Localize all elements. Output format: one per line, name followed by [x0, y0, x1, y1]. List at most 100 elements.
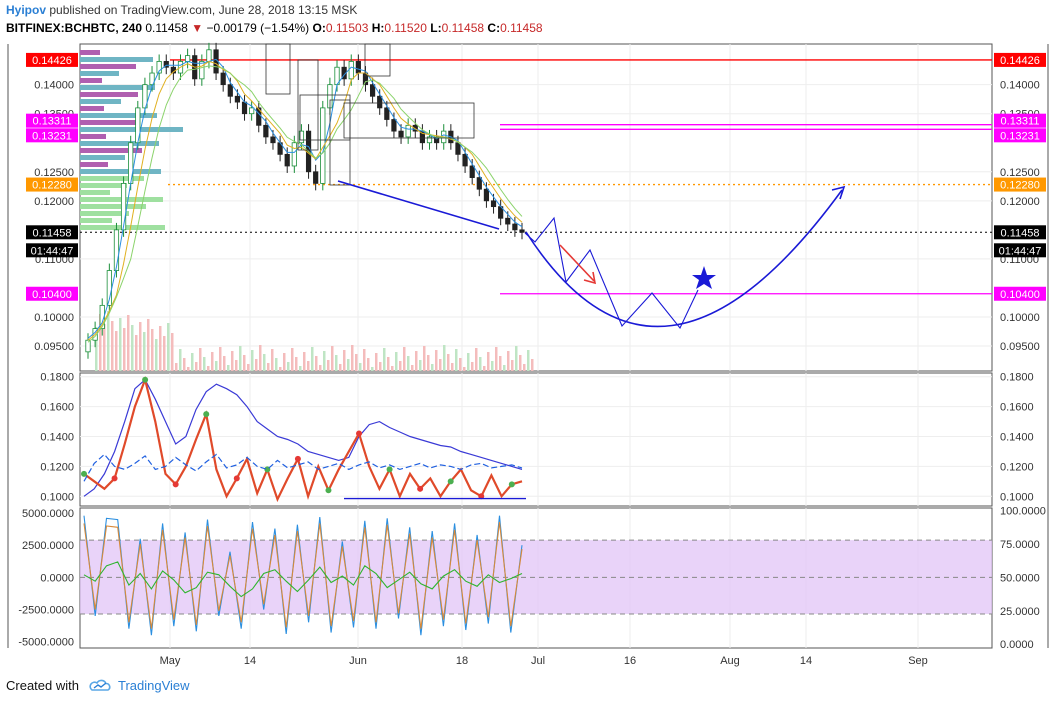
volume-bar — [235, 360, 238, 371]
candle-body — [263, 124, 269, 138]
volume-bar — [479, 357, 482, 371]
volume-bar — [135, 335, 138, 371]
candle-body — [355, 61, 361, 74]
price-tag-left-label: 0.14426 — [32, 55, 72, 67]
candle-body — [284, 153, 290, 167]
volume-bar — [303, 352, 306, 371]
volume-bar — [255, 359, 258, 371]
price-tick-left: 0.14000 — [34, 80, 74, 92]
volume-bar — [183, 358, 186, 371]
volume-bar — [499, 356, 502, 371]
volume-bar — [195, 362, 198, 371]
osc-dot — [172, 481, 179, 488]
price-tag-right — [994, 177, 1046, 192]
volume-bar — [275, 358, 278, 371]
candle-body — [455, 142, 461, 155]
candle-body — [348, 61, 354, 80]
volume-bar — [175, 363, 178, 371]
volume-bar — [323, 351, 326, 371]
price-tag-right — [994, 52, 1046, 67]
candle-body — [241, 101, 248, 115]
osc-dot — [386, 466, 393, 473]
volume-profile-bar — [80, 120, 140, 125]
volume-bar — [231, 351, 234, 371]
ohlc-header: BITFINEX:BCHBTC, 240 0.11458 ▼ −0.00179 … — [6, 21, 543, 35]
x-tick-label: Aug — [720, 655, 740, 667]
symbol-label[interactable]: BITFINEX:BCHBTC, 240 — [6, 21, 143, 35]
volume-bar — [271, 349, 274, 371]
close-value: 0.11458 — [500, 21, 543, 35]
volume-bar — [503, 365, 506, 371]
open-value: 0.11503 — [325, 21, 369, 35]
osc-tick-right: 0.1600 — [1000, 402, 1034, 414]
last-price: 0.11458 — [145, 21, 188, 35]
red-arrowhead — [583, 271, 597, 285]
price-tick-right: 0.14000 — [1000, 80, 1040, 92]
price-tag-right-label: 0.13311 — [1001, 116, 1040, 128]
osc-series-line — [83, 378, 523, 497]
volume-bar — [471, 362, 474, 371]
stoch-tick-right: 100.0000 — [1000, 506, 1046, 518]
author-link[interactable]: Hyipov — [6, 3, 47, 17]
volume-bar — [215, 361, 218, 371]
volume-bar — [199, 348, 202, 371]
stoch-tick-left: 0.0000 — [40, 572, 74, 584]
open-label: O: — [312, 21, 326, 35]
volume-profile-bar — [80, 148, 142, 153]
candle-body — [490, 200, 497, 208]
volume-bar — [151, 329, 154, 371]
volume-profile-bar — [80, 106, 104, 111]
osc-dot — [478, 493, 485, 500]
close-label: C: — [487, 21, 501, 35]
price-tick-left: 0.12000 — [34, 196, 74, 208]
volume-bar — [523, 364, 526, 371]
price-tick-left: 0.12500 — [34, 167, 74, 179]
price-tag-right — [994, 113, 1046, 128]
price-tag-left-label: 01:44:47 — [31, 245, 74, 257]
volume-bar — [475, 348, 478, 371]
stoch-series-line — [83, 561, 523, 598]
price-tag-left — [26, 286, 78, 301]
volume-bar — [399, 361, 402, 371]
volume-bar — [103, 324, 106, 371]
volume-bar — [267, 363, 270, 371]
candle-body — [85, 339, 91, 353]
trendline — [337, 180, 500, 230]
price-tag-right — [994, 225, 1046, 240]
price-tag-left-label: 0.13231 — [32, 130, 72, 142]
candle-body — [298, 130, 305, 144]
volume-profile-bar — [80, 57, 153, 62]
volume-bar — [371, 367, 374, 371]
volume-bar — [391, 366, 394, 371]
volume-bar — [259, 345, 262, 371]
stoch-tick-left: -2500.0000 — [18, 604, 74, 616]
candle-body — [270, 136, 276, 144]
stoch-tick-left: -5000.0000 — [18, 637, 74, 649]
volume-profile-bar — [80, 141, 159, 146]
volume-bar — [395, 352, 398, 371]
high-label: H: — [371, 21, 385, 35]
low-value: 0.11458 — [441, 21, 485, 35]
red-arrow — [559, 244, 595, 282]
price-tag-right-label: 01:44:47 — [999, 245, 1042, 257]
volume-profile-bar — [80, 78, 102, 83]
volume-bar — [159, 326, 162, 371]
price-tag-right — [994, 243, 1046, 258]
volume-profile-bar — [80, 211, 129, 216]
range-box — [364, 43, 391, 77]
tradingview-brand-link[interactable]: TradingView — [118, 678, 190, 693]
candle-body — [220, 72, 226, 86]
volume-bar — [291, 348, 294, 371]
volume-bar — [111, 321, 114, 371]
stoch-tick-right: 25.0000 — [1000, 606, 1040, 618]
volume-bar — [203, 357, 206, 371]
price-tick-left: 0.10000 — [34, 312, 74, 324]
candle-body — [377, 95, 383, 109]
volume-bar — [143, 332, 146, 371]
price-tag-left — [26, 177, 78, 192]
volume-bar — [347, 359, 350, 371]
volume-bar — [411, 365, 414, 371]
candle-body — [227, 84, 233, 97]
price-tag-left-label: 0.11458 — [33, 227, 72, 239]
